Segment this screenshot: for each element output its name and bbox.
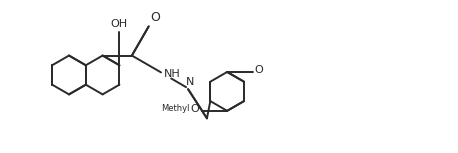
Text: O: O — [151, 11, 161, 24]
Text: O: O — [255, 65, 263, 75]
Text: N: N — [186, 77, 194, 87]
Text: Methyl: Methyl — [161, 104, 190, 113]
Text: OH: OH — [111, 19, 128, 29]
Text: NH: NH — [164, 69, 181, 79]
Text: O: O — [191, 104, 200, 114]
